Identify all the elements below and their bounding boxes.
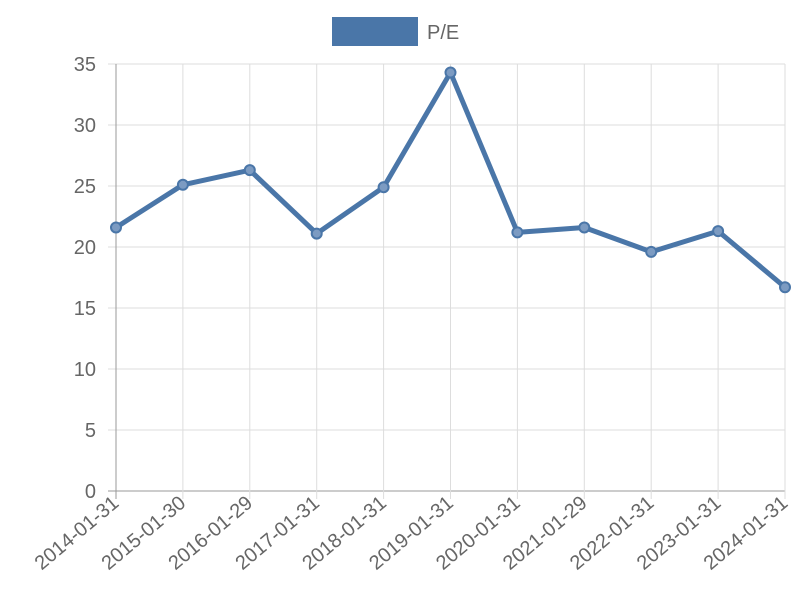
- data-point: [110, 221, 122, 234]
- legend-swatch: [332, 17, 418, 46]
- y-tick-label: 0: [85, 481, 96, 503]
- y-tick-label: 5: [85, 420, 96, 442]
- data-point: [243, 164, 256, 177]
- y-tick-label: 20: [74, 237, 96, 259]
- y-tick-label: 10: [74, 359, 96, 381]
- data-point: [444, 66, 457, 79]
- y-tick-label: 30: [74, 115, 96, 137]
- y-tick-label: 15: [74, 298, 96, 320]
- data-point: [310, 227, 323, 240]
- data-point: [712, 225, 725, 238]
- data-point: [377, 181, 390, 194]
- data-point: [176, 178, 189, 191]
- legend-label: P/E: [427, 22, 459, 44]
- y-tick-label: 25: [74, 176, 96, 198]
- data-point: [578, 221, 591, 234]
- data-point: [645, 245, 658, 258]
- y-tick-label: 35: [74, 54, 96, 76]
- data-point: [779, 281, 791, 294]
- data-point: [511, 226, 524, 239]
